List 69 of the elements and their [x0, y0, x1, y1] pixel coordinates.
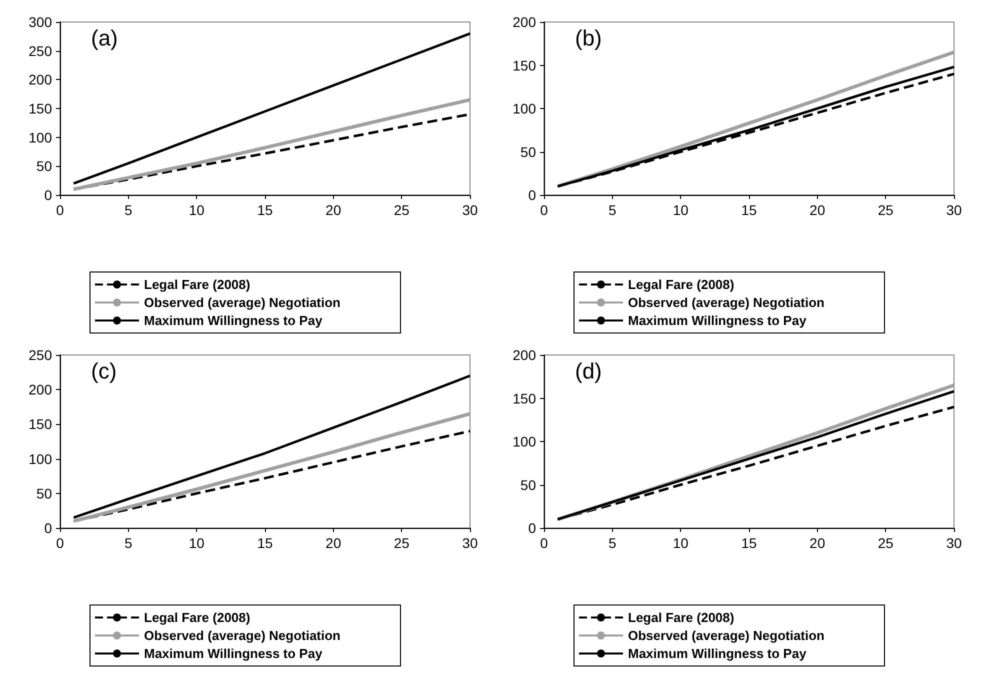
y-tick-label: 50: [36, 485, 52, 502]
y-tick-label: 150: [512, 57, 536, 74]
y-tick-label: 0: [528, 187, 536, 203]
y-tick-label: 50: [520, 144, 536, 160]
x-tick-label: 25: [878, 202, 894, 218]
y-tick-label: 200: [512, 14, 536, 30]
legend-label: Observed (average) Negotiation: [628, 628, 825, 643]
x-tick-label: 0: [56, 535, 64, 551]
x-tick-label: 20: [326, 535, 342, 551]
x-tick-label: 5: [608, 535, 616, 551]
x-tick-label: 10: [672, 202, 689, 218]
x-tick-label: 10: [188, 202, 205, 218]
y-tick-label: 100: [512, 100, 536, 116]
chart-title: (b): [575, 26, 602, 50]
x-tick-label: 20: [810, 202, 826, 218]
x-tick-label: 10: [188, 535, 205, 551]
y-tick-label: 200: [28, 382, 52, 398]
y-tick-label: 50: [520, 476, 536, 493]
y-tick-label: 300: [28, 14, 52, 30]
legend-label: Legal Fare (2008): [144, 610, 250, 625]
legend-label: Legal Fare (2008): [628, 610, 734, 625]
y-tick-label: 0: [44, 520, 52, 536]
legend-label: Maximum Willingness to Pay: [144, 646, 324, 661]
x-tick-label: 20: [326, 202, 342, 218]
y-tick-label: 250: [28, 347, 52, 363]
x-tick-label: 0: [540, 202, 548, 218]
chart-title: (d): [575, 358, 602, 384]
y-tick-label: 100: [28, 129, 52, 146]
chart-title: (c): [91, 358, 117, 384]
y-tick-label: 150: [28, 416, 52, 432]
x-tick-label: 0: [56, 202, 64, 218]
y-tick-label: 250: [28, 42, 52, 59]
legend-label: Maximum Willingness to Pay: [628, 646, 808, 661]
x-tick-label: 5: [608, 202, 616, 218]
legend-label: Maximum Willingness to Pay: [144, 313, 324, 328]
y-tick-label: 0: [44, 187, 52, 203]
x-tick-label: 25: [394, 202, 410, 218]
x-tick-label: 0: [540, 535, 548, 551]
legend-label: Maximum Willingness to Pay: [628, 313, 808, 328]
y-tick-label: 200: [28, 72, 52, 88]
line-series: [72, 98, 472, 191]
y-tick-label: 100: [28, 450, 52, 467]
y-tick-label: 150: [28, 100, 52, 116]
legend-label: Legal Fare (2008): [144, 277, 250, 292]
legend-label: Observed (average) Negotiation: [144, 628, 341, 643]
x-tick-label: 15: [257, 535, 273, 551]
x-tick-label: 30: [946, 535, 962, 551]
x-tick-label: 15: [741, 535, 757, 551]
x-tick-label: 25: [394, 535, 410, 551]
x-tick-label: 25: [878, 535, 894, 551]
x-tick-label: 30: [462, 535, 478, 551]
x-tick-label: 15: [741, 202, 757, 218]
legend-label: Observed (average) Negotiation: [628, 295, 825, 310]
y-tick-label: 50: [36, 158, 52, 174]
legend-label: Observed (average) Negotiation: [144, 295, 341, 310]
x-tick-label: 20: [810, 535, 826, 551]
x-tick-label: 5: [124, 535, 132, 551]
line-series: [72, 412, 472, 523]
y-tick-label: 150: [512, 390, 536, 406]
x-tick-label: 30: [946, 202, 962, 218]
x-tick-label: 30: [462, 202, 478, 218]
y-tick-label: 200: [512, 347, 536, 363]
y-tick-label: 0: [528, 520, 536, 536]
y-tick-label: 100: [512, 434, 536, 450]
x-tick-label: 10: [672, 535, 689, 551]
legend-label: Legal Fare (2008): [628, 277, 734, 292]
chart-title: (a): [91, 26, 118, 50]
x-tick-label: 5: [124, 202, 132, 218]
x-tick-label: 15: [257, 202, 273, 218]
